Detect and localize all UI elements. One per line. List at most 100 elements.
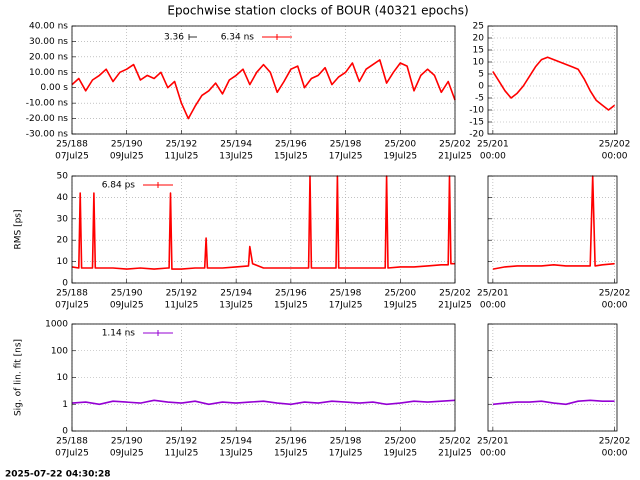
- x-tick-sublabel: 07Jul25: [55, 301, 89, 311]
- x-tick-sublabel: 00:00: [602, 152, 628, 162]
- x-tick-sublabel: 07Jul25: [55, 152, 89, 162]
- x-tick-sublabel: 17Jul25: [329, 301, 363, 311]
- x-tick-label: 25/198: [330, 140, 362, 150]
- x-tick-label: 25/200: [384, 289, 416, 299]
- plot-frame: [71, 25, 456, 135]
- y-tick-label: 5: [478, 70, 484, 80]
- y-tick-label: -5: [475, 94, 484, 104]
- y-tick-label: 1000: [45, 320, 68, 330]
- plot-frame: [71, 323, 456, 432]
- plot-frame: [71, 175, 456, 284]
- y-tick-label: 1: [62, 400, 68, 410]
- y-tick-label: 10: [473, 58, 485, 68]
- x-tick-sublabel: 00:00: [480, 449, 506, 459]
- y-tick-label: 30.00 ns: [29, 37, 68, 47]
- x-tick-label: 25/194: [220, 437, 252, 447]
- y-tick-label: 25: [473, 22, 484, 32]
- y-axis-label: Sig. of lin. fit [ns]: [14, 339, 24, 416]
- x-tick-sublabel: 17Jul25: [329, 449, 363, 459]
- y-tick-label: -10: [469, 106, 484, 116]
- data-line: [492, 56, 616, 111]
- x-tick-label: 25/202: [439, 437, 471, 447]
- y-tick-label: 15: [473, 46, 484, 56]
- x-tick-label: 25/190: [111, 437, 143, 447]
- y-tick-label: -20: [469, 130, 484, 140]
- y-tick-label: 10: [57, 257, 69, 267]
- x-tick-label: 25/192: [166, 289, 198, 299]
- x-tick-label: 25/202: [599, 437, 631, 447]
- y-tick-label: 0: [62, 427, 68, 437]
- plot-frame: [487, 175, 618, 284]
- x-tick-sublabel: 15Jul25: [274, 449, 308, 459]
- x-tick-sublabel: 07Jul25: [55, 449, 89, 459]
- x-tick-label: 25/188: [56, 289, 88, 299]
- x-tick-sublabel: 21Jul25: [438, 152, 472, 162]
- x-tick-label: 25/200: [384, 437, 416, 447]
- data-line: [492, 175, 615, 270]
- x-tick-sublabel: 21Jul25: [438, 449, 472, 459]
- y-tick-label: 0: [62, 279, 68, 289]
- y-tick-label: 0: [478, 82, 484, 92]
- x-tick-label: 25/202: [439, 140, 471, 150]
- y-tick-label: 20: [57, 236, 69, 246]
- x-tick-sublabel: 17Jul25: [329, 152, 363, 162]
- data-line: [71, 59, 456, 120]
- y-tick-label: 20: [473, 34, 485, 44]
- x-tick-label: 25/200: [384, 140, 416, 150]
- y-tick-label: 0.00 s: [40, 83, 68, 93]
- x-tick-label: 25/188: [56, 140, 88, 150]
- x-tick-sublabel: 19Jul25: [383, 449, 417, 459]
- x-tick-label: 25/190: [111, 140, 143, 150]
- x-tick-label: 25/196: [275, 437, 307, 447]
- y-tick-label: 50: [57, 172, 69, 182]
- x-tick-sublabel: 09Jul25: [110, 152, 144, 162]
- x-tick-label: 25/194: [220, 140, 252, 150]
- legend-label: 6.84 ps: [102, 181, 136, 191]
- y-tick-label: -30.00 ns: [26, 130, 69, 140]
- plot-frame: [487, 25, 618, 135]
- y-tick-label: -20.00 ns: [26, 114, 69, 124]
- x-tick-sublabel: 11Jul25: [165, 152, 199, 162]
- x-tick-sublabel: 11Jul25: [165, 449, 199, 459]
- x-tick-sublabel: 00:00: [480, 301, 506, 311]
- data-line: [71, 175, 455, 270]
- legend-label: 1.14 ns: [102, 329, 136, 339]
- y-tick-label: 100: [51, 346, 68, 356]
- x-tick-sublabel: 00:00: [602, 449, 628, 459]
- x-tick-sublabel: 19Jul25: [383, 301, 417, 311]
- x-tick-sublabel: 15Jul25: [274, 301, 308, 311]
- x-tick-label: 25/201: [477, 289, 509, 299]
- timestamp: 2025-07-22 04:30:28: [5, 470, 110, 480]
- x-tick-label: 25/192: [166, 140, 198, 150]
- y-tick-label: 30: [57, 214, 69, 224]
- x-tick-sublabel: 13Jul25: [219, 449, 253, 459]
- x-tick-label: 25/188: [56, 437, 88, 447]
- x-tick-label: 25/202: [599, 140, 631, 150]
- x-tick-label: 25/198: [330, 289, 362, 299]
- y-tick-label: 40: [57, 193, 69, 203]
- x-tick-label: 25/194: [220, 289, 252, 299]
- y-tick-label: 10.00 ns: [29, 68, 68, 78]
- x-tick-sublabel: 09Jul25: [110, 301, 144, 311]
- x-tick-label: 25/201: [477, 140, 509, 150]
- x-tick-label: 25/202: [599, 289, 631, 299]
- x-tick-sublabel: 13Jul25: [219, 152, 253, 162]
- x-tick-sublabel: 21Jul25: [438, 301, 472, 311]
- x-tick-label: 25/196: [275, 289, 307, 299]
- x-tick-label: 25/198: [330, 437, 362, 447]
- x-tick-sublabel: 09Jul25: [110, 449, 144, 459]
- y-tick-label: -15: [469, 118, 484, 128]
- y-axis-label: RMS [ps]: [14, 209, 24, 249]
- x-tick-sublabel: 13Jul25: [219, 301, 253, 311]
- annotation: 3.36: [164, 33, 184, 43]
- y-tick-label: 40.00 ns: [29, 22, 68, 32]
- y-tick-label: 20.00 ns: [29, 52, 68, 62]
- plot-frame: [487, 323, 618, 432]
- y-tick-label: -10.00 ns: [26, 99, 69, 109]
- y-tick-label: 10: [57, 373, 69, 383]
- x-tick-label: 25/202: [439, 289, 471, 299]
- data-line: [492, 399, 615, 406]
- x-tick-sublabel: 15Jul25: [274, 152, 308, 162]
- legend-label: 6.34 ns: [221, 33, 255, 43]
